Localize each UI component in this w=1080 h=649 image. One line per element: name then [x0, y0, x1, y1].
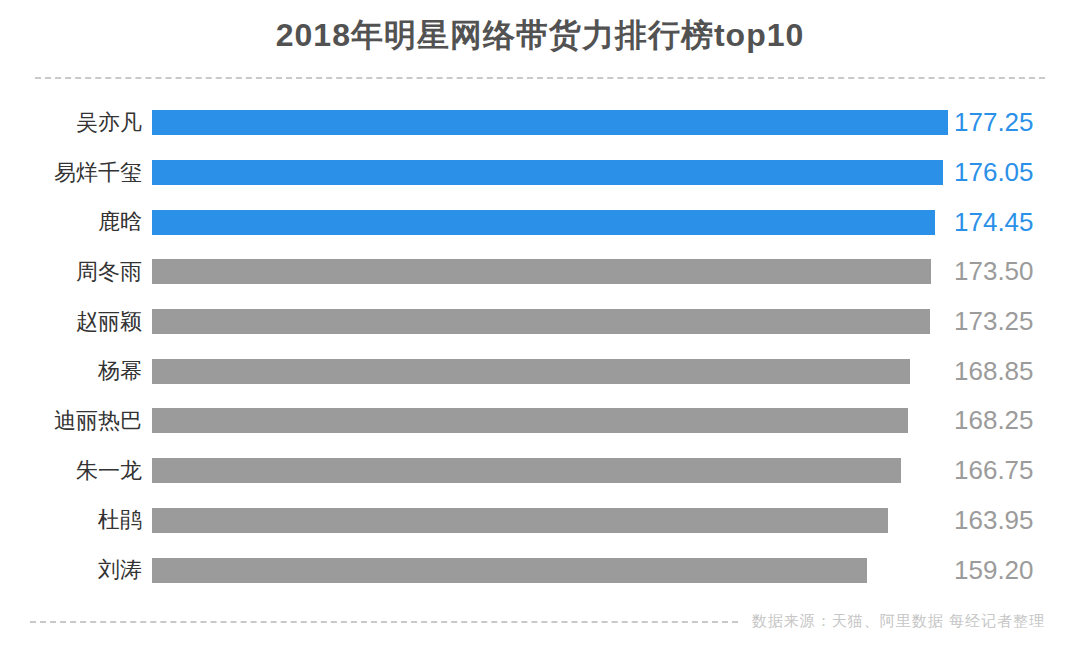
bar [152, 558, 867, 583]
bar [152, 309, 930, 334]
bar-track [152, 359, 948, 384]
bar [152, 210, 935, 235]
bar [152, 110, 948, 135]
bar [152, 508, 888, 533]
value-label: 174.45 [954, 207, 1034, 238]
chart-footer: 数据来源：天猫、阿里数据 每经记者整理 [30, 612, 1045, 631]
bar-track [152, 110, 948, 135]
bar [152, 458, 901, 483]
bar-track [152, 458, 948, 483]
category-label: 迪丽热巴 [0, 406, 142, 436]
bar [152, 160, 943, 185]
value-label: 159.20 [954, 555, 1034, 586]
bar-row: 杨幂 168.85 [0, 346, 1080, 396]
chart-page: 2018年明星网络带货力排行榜top10 吴亦凡 177.25 易烊千玺 176… [0, 0, 1080, 649]
category-label: 赵丽颖 [0, 307, 142, 337]
bar-chart: 吴亦凡 177.25 易烊千玺 176.05 鹿晗 174.45 周冬雨 173… [0, 98, 1080, 595]
bar-track [152, 259, 948, 284]
category-label: 杨幂 [0, 356, 142, 386]
category-label: 周冬雨 [0, 257, 142, 287]
category-label: 吴亦凡 [0, 108, 142, 138]
bar-track [152, 408, 948, 433]
data-source-note: 数据来源：天猫、阿里数据 每经记者整理 [752, 612, 1045, 631]
value-label: 177.25 [954, 107, 1034, 138]
bar [152, 359, 910, 384]
bar-track [152, 558, 948, 583]
bar-row: 赵丽颖 173.25 [0, 297, 1080, 347]
bar-row: 杜鹃 163.95 [0, 496, 1080, 546]
value-label: 173.50 [954, 256, 1034, 287]
category-label: 朱一龙 [0, 456, 142, 486]
bottom-dashed-divider [30, 621, 738, 623]
bar-row: 鹿晗 174.45 [0, 197, 1080, 247]
category-label: 杜鹃 [0, 505, 142, 535]
bar-track [152, 160, 948, 185]
bar-row: 吴亦凡 177.25 [0, 98, 1080, 148]
category-label: 刘涛 [0, 555, 142, 585]
value-label: 176.05 [954, 157, 1034, 188]
bar-row: 易烊千玺 176.05 [0, 148, 1080, 198]
top-dashed-divider [35, 77, 1045, 79]
value-label: 168.85 [954, 356, 1034, 387]
bar-row: 迪丽热巴 168.25 [0, 396, 1080, 446]
bar-row: 朱一龙 166.75 [0, 446, 1080, 496]
value-label: 173.25 [954, 306, 1034, 337]
category-label: 易烊千玺 [0, 158, 142, 188]
bar-row: 周冬雨 173.50 [0, 247, 1080, 297]
category-label: 鹿晗 [0, 207, 142, 237]
bar-row: 刘涛 159.20 [0, 545, 1080, 595]
bar-track [152, 508, 948, 533]
bar [152, 259, 931, 284]
bar-track [152, 210, 948, 235]
bar [152, 408, 908, 433]
chart-title: 2018年明星网络带货力排行榜top10 [0, 0, 1080, 56]
bar-track [152, 309, 948, 334]
value-label: 163.95 [954, 505, 1034, 536]
value-label: 168.25 [954, 405, 1034, 436]
value-label: 166.75 [954, 455, 1034, 486]
